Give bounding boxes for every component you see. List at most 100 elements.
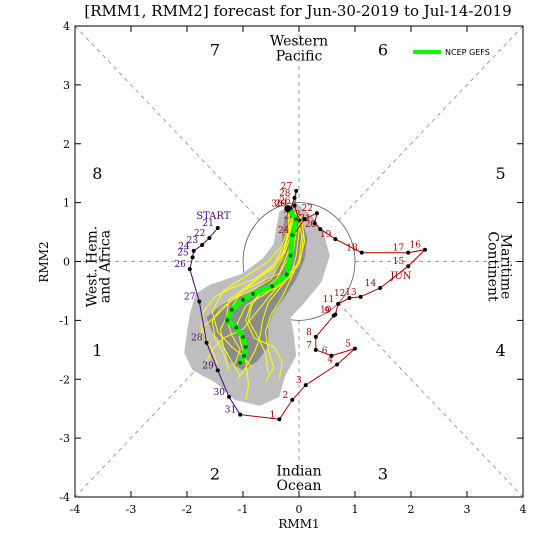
observed-jun-label-29: 29	[275, 200, 287, 210]
x-tick-label-3: 3	[464, 503, 471, 516]
y-tick-label-1: 1	[63, 197, 70, 210]
ensemble-member-4	[236, 208, 303, 400]
observed-jun-point-17	[406, 250, 411, 255]
observed-jun-point-8	[313, 334, 318, 339]
ensemble-member-11	[264, 208, 305, 383]
observed-jun-label-8: 8	[306, 328, 312, 338]
observed-jun-point-12	[347, 296, 352, 301]
ensemble-mean-point-12	[241, 334, 245, 339]
phase-label-2: 2	[210, 464, 220, 483]
observed-may-label-31: 31	[225, 406, 236, 416]
x-tick-label-4: 4	[520, 503, 527, 516]
observed-jun-label-24: 24	[278, 226, 290, 236]
observed-jun-label-17: 17	[393, 244, 405, 254]
phase-label-1: 1	[92, 341, 102, 360]
region-label-4: Ocean	[277, 478, 322, 494]
observed-may-label-23: 23	[187, 236, 199, 246]
y-tick-label-2: 2	[63, 138, 70, 151]
observed-jun-point-11	[336, 301, 341, 306]
observed-jun-label-11: 11	[323, 295, 334, 305]
legend-label-ncep-gefs: NCEP GEFS	[445, 48, 490, 57]
x-tick-label--4: -4	[70, 503, 81, 516]
ensemble-mean-point-13	[243, 344, 248, 349]
observed-jun-label-15: 15	[393, 257, 405, 267]
region-label-6: and Africa	[98, 230, 114, 303]
observed-may-label-30: 30	[214, 388, 226, 398]
y-tick-label--1: -1	[59, 314, 70, 327]
observed-jun-point-3	[303, 383, 308, 388]
ensemble-mean-point-14	[242, 353, 247, 358]
region-label-2: Pacific	[276, 48, 323, 64]
ensemble-mean-point-10	[225, 318, 230, 323]
phase-guides	[74, 25, 524, 498]
ensemble-mean-point-6	[270, 284, 275, 289]
ensemble-mean-point-9	[229, 307, 234, 312]
phase-label-7: 7	[210, 41, 220, 60]
observed-jun-point-4	[335, 362, 340, 367]
observed-jun-label-6: 6	[322, 347, 328, 357]
observed-may-point-28	[204, 340, 209, 345]
guide-ne	[338, 25, 524, 221]
observed-jun-label-4: 4	[327, 356, 333, 366]
y-tick-label-4: 4	[63, 20, 70, 33]
observed-jun-point-21	[312, 221, 317, 226]
x-axis-label: RMM1	[278, 517, 319, 531]
observed-jun-point-28	[292, 195, 297, 200]
region-label-8: Continent	[484, 231, 500, 302]
phase-label-4: 4	[496, 341, 506, 360]
ensemble-mean	[224, 205, 299, 366]
observed-jun-point-6	[329, 353, 334, 358]
observed-jun-label-16: 16	[410, 241, 422, 251]
observed-may-point-24	[191, 248, 196, 253]
legend: NCEP GEFS	[413, 48, 490, 57]
ensemble-mean-point-11	[234, 325, 239, 330]
observed-jun-point-7	[313, 347, 318, 352]
observed-jun-point-27	[294, 188, 299, 193]
observed-jun-label-3: 3	[296, 376, 302, 386]
observed-jun-point-13	[358, 294, 363, 299]
observed-may-label-27: 27	[184, 293, 196, 303]
observed-may-point-26	[187, 267, 192, 272]
ensemble-mean-point-7	[251, 291, 256, 296]
observed-jun-label-19: 19	[320, 230, 332, 240]
region-label-1: Western	[270, 34, 328, 50]
observed-jun-label-28: 28	[279, 189, 291, 199]
phase-label-8: 8	[92, 164, 102, 183]
x-tick-label-2: 2	[408, 503, 415, 516]
observed-jun-label-22: 22	[301, 204, 312, 214]
start-label: START	[196, 211, 231, 222]
ensemble-member-3	[200, 208, 292, 365]
observed-may-point-21	[215, 225, 220, 230]
guide-se	[338, 302, 524, 498]
observed-may-point-22	[207, 235, 212, 240]
observed-jun-point-10	[333, 312, 338, 317]
observed-may-label-25: 25	[177, 248, 189, 258]
month-label-jun: JUN	[389, 271, 411, 282]
observed-may-point-23	[200, 243, 205, 248]
observed-jun-label-7: 7	[306, 341, 312, 351]
observed-may-point-29	[215, 368, 220, 373]
observed-jun-label-25: 25	[284, 211, 296, 221]
region-label-7: Maritime	[498, 234, 514, 300]
y-tick-label-0: 0	[63, 256, 70, 269]
x-tick-label-1: 1	[352, 503, 359, 516]
observed-jun-point-26	[292, 203, 297, 208]
observed-may-point-30	[227, 394, 231, 399]
ensemble-member-7	[225, 208, 293, 365]
observed-jun-label-10: 10	[320, 305, 332, 315]
observed-may-label-29: 29	[202, 361, 214, 371]
observed-jun-point-16	[423, 247, 427, 252]
observed-may-point-27	[197, 299, 202, 304]
observed-jun-point-23	[302, 217, 307, 222]
chart-title: [RMM1, RMM2] forecast for Jun-30-2019 to…	[84, 2, 511, 20]
observed-jun-point-5	[353, 346, 357, 351]
observed-may-point-31	[238, 412, 243, 417]
observed-jun-label-20: 20	[305, 220, 317, 230]
phase-label-5: 5	[496, 164, 506, 183]
ensemble-mean-point-8	[241, 297, 245, 302]
observed-jun-label-18: 18	[346, 244, 358, 254]
observed-jun-label-30: 30	[271, 200, 283, 210]
observed-jun-label-9: 9	[324, 307, 330, 317]
